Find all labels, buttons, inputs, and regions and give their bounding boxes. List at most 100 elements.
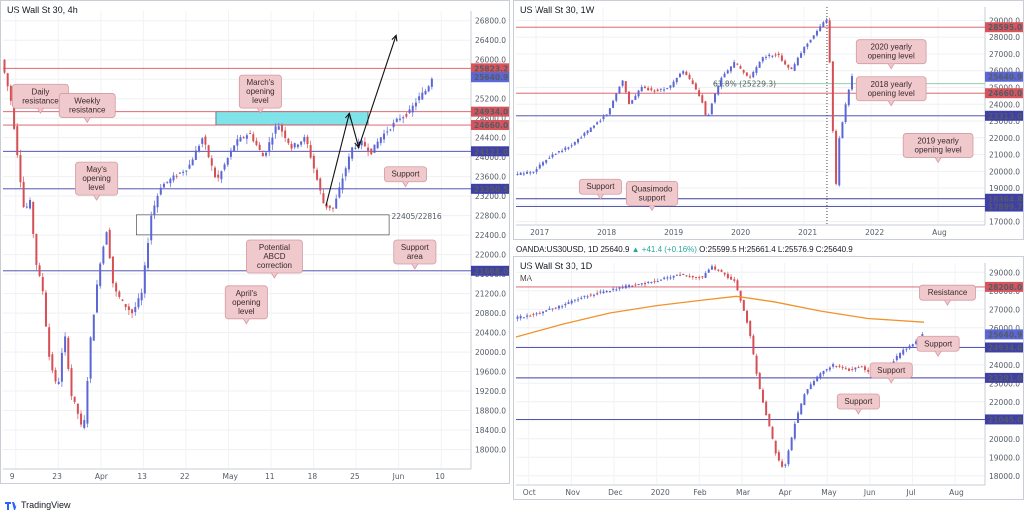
x-tick-label: Jun — [863, 488, 876, 497]
candle-body — [793, 64, 796, 71]
y-tick-label: 23200.0 — [475, 192, 506, 201]
candle-body — [538, 312, 541, 314]
abcd-arrow-head — [354, 141, 361, 149]
candle-body — [653, 90, 656, 92]
candle-body — [860, 366, 863, 368]
candle-body — [739, 66, 742, 69]
candle-body — [752, 335, 755, 355]
candle-body — [99, 263, 102, 287]
chart-1d-svg[interactable]: 18000.019000.020000.021000.022000.023000… — [514, 257, 1024, 500]
candle-body — [557, 305, 560, 309]
candle-body — [691, 275, 694, 278]
candle-body — [710, 266, 713, 270]
y-tick-label: 29000.0 — [989, 16, 1020, 25]
candle-body — [223, 164, 226, 170]
chart-panel-1w[interactable]: US Wall St 30, 1W 17000.018000.019000.02… — [513, 0, 1024, 240]
candle-body — [159, 187, 162, 195]
level-price-tag — [471, 63, 509, 74]
y-tick-label: 24000.0 — [989, 100, 1020, 109]
candle-body — [182, 171, 185, 173]
candle-body — [714, 266, 717, 270]
x-tick-label: Feb — [693, 488, 707, 497]
candle-body — [204, 136, 207, 145]
chart-panel-1d[interactable]: US Wall St 30, 1D MA 18000.0 19000.0 20000… — [513, 256, 1024, 500]
y-tick-label: 26800.0 — [475, 17, 506, 26]
callout-pointer — [402, 181, 409, 188]
candle-body — [102, 246, 105, 264]
x-tick-label: 13 — [137, 472, 147, 481]
candle-body — [755, 355, 758, 374]
candle-body — [92, 314, 95, 341]
candle-body — [669, 277, 672, 279]
candle-body — [593, 294, 596, 296]
candle-body — [561, 306, 564, 308]
candle-body — [153, 205, 156, 216]
chart-1w-svg[interactable]: 17000.018000.019000.020000.021000.022000… — [514, 1, 1024, 240]
candle-body — [908, 345, 911, 349]
x-tick-label: 2020 — [651, 488, 670, 497]
candle-body — [615, 289, 618, 291]
abcd-arrow-head — [391, 34, 398, 42]
callout-pointer — [855, 408, 862, 415]
candle-body — [643, 86, 646, 89]
tradingview-logo[interactable]: TradingView — [4, 500, 71, 510]
candle-body — [76, 403, 79, 414]
candle-body — [373, 144, 376, 153]
candle-body — [220, 171, 223, 180]
candle-body — [707, 114, 710, 116]
y-tick-label: 26000.0 — [989, 324, 1020, 333]
y-tick-label: 26400.0 — [475, 36, 506, 45]
candle-body — [570, 145, 573, 147]
candle-body — [695, 276, 698, 278]
candle-body — [596, 293, 599, 295]
candle-body — [522, 173, 525, 175]
support-area-label: 22405/22816 — [391, 212, 441, 221]
chart-panel-4h[interactable]: US Wall St 30, 4h 18000.0 18400.0 18800.0 1… — [0, 0, 510, 484]
y-tick-label: 19000.0 — [989, 184, 1020, 193]
abcd-arrow-line — [358, 35, 397, 148]
callout-text: Daily — [32, 87, 50, 96]
symbol-label: OANDA:US30USD, 1D — [516, 245, 599, 254]
candle-body — [51, 354, 54, 371]
candle-body — [784, 464, 787, 466]
y-tick-label: 22800.0 — [475, 212, 506, 221]
candle-body — [338, 187, 341, 198]
candle-body — [44, 292, 47, 327]
chart-4h-svg[interactable]: 18000.0 18400.0 18800.0 19200.0 19600.0 20000… — [1, 1, 510, 484]
candle-body — [532, 171, 535, 173]
candle-body — [666, 277, 669, 279]
callout-text: 2018 yearly — [871, 80, 912, 89]
candle-body — [143, 265, 146, 294]
candle-body — [309, 145, 312, 158]
x-tick-label: Jun — [392, 472, 405, 481]
x-tick-label: 2017 — [530, 228, 549, 237]
level-price-tag — [471, 146, 509, 157]
candle-body — [191, 159, 194, 166]
candle-body — [905, 348, 908, 350]
y-tick-label: 17000.0 — [989, 218, 1020, 227]
candle-body — [777, 452, 780, 461]
candle-body — [838, 138, 841, 186]
callout-text: Potential — [259, 243, 290, 252]
level-price-tag — [471, 265, 509, 276]
y-tick-label: 28000.0 — [989, 33, 1020, 42]
candle-body — [790, 437, 793, 451]
candle-body — [577, 138, 580, 143]
candle-body — [542, 311, 545, 314]
candle-body — [3, 59, 6, 73]
y-tick-label: 18400.0 — [475, 426, 506, 435]
candle-body — [519, 172, 522, 175]
callout-pointer — [887, 63, 895, 70]
candle-body — [765, 401, 768, 416]
callout-text: opening level — [868, 52, 915, 61]
candle-body — [717, 269, 720, 271]
candle-body — [38, 265, 41, 276]
callout-text: April's — [236, 289, 258, 298]
candle-body — [771, 426, 774, 439]
candle-body — [567, 147, 570, 149]
candle-body — [631, 285, 634, 287]
x-tick-label: Jul — [906, 488, 916, 497]
candle-body — [169, 178, 172, 184]
candle-body — [637, 90, 640, 97]
candle-body — [54, 369, 57, 382]
